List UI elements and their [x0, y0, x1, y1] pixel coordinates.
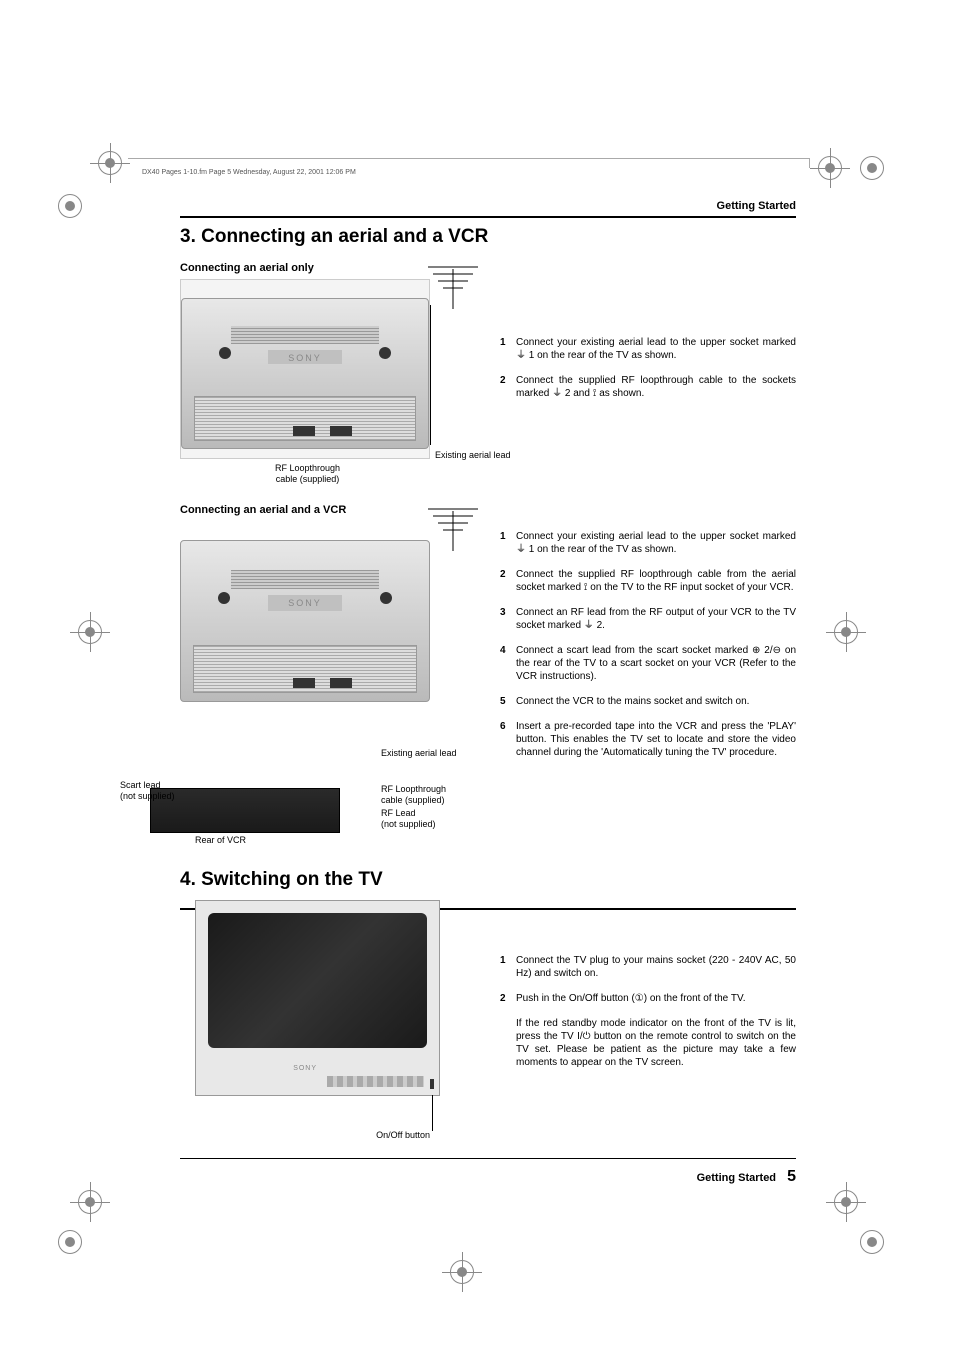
- figure-aerial-vcr: SONY: [180, 521, 430, 761]
- file-stamp: DX40 Pages 1-10.fm Page 5 Wednesday, Aug…: [142, 169, 356, 176]
- steps-aerial-vcr: 1Connect your existing aerial lead to th…: [500, 530, 796, 771]
- subtitle-aerial-only: Connecting an aerial only: [180, 262, 314, 274]
- step-text: Connect your existing aerial lead to the…: [516, 530, 796, 556]
- figure-tv-front: SONY: [195, 900, 440, 1096]
- steps-switching-on: 1Connect the TV plug to your mains socke…: [500, 954, 796, 1081]
- label-rf-loopthrough: RF Loopthrough cable (supplied): [381, 784, 446, 806]
- step-num: 4: [500, 644, 516, 683]
- vcr-rear: [150, 788, 340, 833]
- section-3-title: 3. Connecting an aerial and a VCR: [180, 226, 488, 248]
- crop-mark: [834, 1190, 858, 1214]
- step-text: Connect your existing aerial lead to the…: [516, 336, 796, 362]
- crop-mark: [818, 156, 842, 180]
- step-num: 1: [500, 530, 516, 556]
- figure-aerial-only: SONY: [180, 279, 430, 459]
- step-text: Connect the supplied RF loopthrough cabl…: [516, 374, 796, 400]
- aerial-icon: [418, 259, 488, 314]
- label-rf-loopthrough: RF Loopthrough cable (supplied): [275, 463, 340, 485]
- step-num: [500, 1017, 516, 1069]
- footer-page: 5: [787, 1168, 796, 1185]
- label-existing-lead: Existing aerial lead: [435, 450, 511, 461]
- footer-section: Getting Started: [697, 1172, 776, 1184]
- sony-logo: SONY: [293, 1065, 317, 1072]
- step-text: Push in the On/Off button (①) on the fro…: [516, 992, 796, 1005]
- callout-line: [430, 305, 431, 445]
- step-num: 2: [500, 992, 516, 1005]
- crop-mark: [860, 1230, 884, 1254]
- callout-line: [432, 1095, 433, 1131]
- section-4-title: 4. Switching on the TV: [180, 869, 383, 891]
- label-onoff: On/Off button: [330, 1130, 430, 1141]
- step-num: 5: [500, 695, 516, 708]
- page-border: [128, 158, 810, 168]
- crop-mark: [834, 620, 858, 644]
- power-button-graphic: [430, 1079, 434, 1089]
- step-num: 2: [500, 374, 516, 400]
- crop-mark: [78, 1190, 102, 1214]
- step-text: Connect the VCR to the mains socket and …: [516, 695, 796, 708]
- footer: Getting Started 5: [180, 1168, 796, 1186]
- crop-mark: [58, 1230, 82, 1254]
- section-divider: [180, 216, 796, 218]
- step-text: Connect a scart lead from the scart sock…: [516, 644, 796, 683]
- crop-mark: [860, 156, 884, 180]
- step-text: Connect an RF lead from the RF output of…: [516, 606, 796, 632]
- step-num: 1: [500, 954, 516, 980]
- label-rear-vcr: Rear of VCR: [195, 835, 246, 846]
- subtitle-aerial-vcr: Connecting an aerial and a VCR: [180, 504, 346, 516]
- step-text: Insert a pre-recorded tape into the VCR …: [516, 720, 796, 759]
- crop-mark: [58, 194, 82, 218]
- step-text: If the red standby mode indicator on the…: [516, 1017, 796, 1069]
- step-num: 1: [500, 336, 516, 362]
- steps-aerial-only: 1Connect your existing aerial lead to th…: [500, 336, 796, 412]
- step-num: 3: [500, 606, 516, 632]
- header-label: Getting Started: [180, 200, 796, 212]
- step-text: Connect the supplied RF loopthrough cabl…: [516, 568, 796, 594]
- aerial-icon: [418, 501, 488, 556]
- sony-logo: SONY: [268, 595, 342, 611]
- sony-logo: SONY: [268, 350, 342, 365]
- step-num: 6: [500, 720, 516, 759]
- step-text: Connect the TV plug to your mains socket…: [516, 954, 796, 980]
- label-existing-lead: Existing aerial lead: [381, 748, 457, 759]
- crop-mark: [78, 620, 102, 644]
- label-rf-lead: RF Lead (not supplied): [381, 808, 436, 830]
- step-num: 2: [500, 568, 516, 594]
- crop-mark: [450, 1260, 474, 1284]
- crop-mark: [98, 151, 122, 175]
- footer-divider: [180, 1158, 796, 1159]
- label-scart: Scart lead (not supplied): [120, 780, 175, 802]
